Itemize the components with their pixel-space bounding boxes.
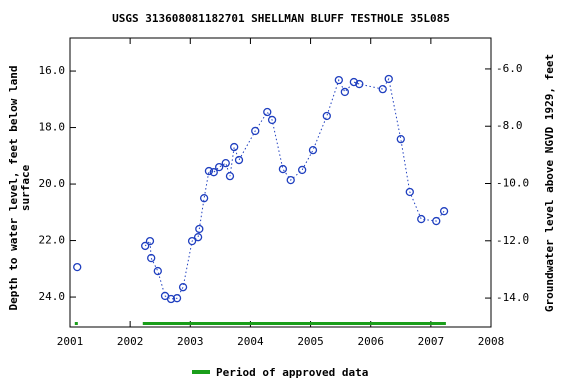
y-tick-label: 20.0 <box>39 177 66 190</box>
data-point <box>308 146 318 155</box>
x-tick-label: 2001 <box>57 335 84 348</box>
chart-title: USGS 313608081182701 SHELLMAN BLUFF TEST… <box>112 12 450 25</box>
x-tick-label: 2008 <box>478 335 505 348</box>
y2-tick-label: -14.0 <box>496 291 529 304</box>
data-point <box>153 266 162 276</box>
x-tick-label: 2002 <box>117 335 144 348</box>
x-tick-label: 2006 <box>357 335 384 348</box>
x-tick-label: 2005 <box>297 335 324 348</box>
data-point <box>396 134 405 144</box>
data-point <box>141 241 150 251</box>
data-point <box>187 236 197 246</box>
data-point <box>439 207 449 216</box>
y2-tick-label: -8.0 <box>496 119 523 132</box>
data-point <box>193 233 203 242</box>
data-point <box>349 77 359 87</box>
legend-label: Period of approved data <box>216 366 368 379</box>
data-point <box>355 79 364 89</box>
data-line <box>144 77 445 300</box>
y2-tick-label: -10.0 <box>496 177 529 190</box>
y2-axis-label: Groundwater level above NGVD 1929, feet <box>543 54 556 312</box>
plot-frame <box>69 37 492 328</box>
data-point <box>251 126 260 136</box>
y-tick-label: 22.0 <box>39 234 66 247</box>
data-point <box>73 262 82 272</box>
data-point <box>221 158 230 168</box>
data-point <box>267 115 277 125</box>
data-point <box>334 75 343 85</box>
data-point <box>178 283 188 292</box>
legend-swatch <box>192 370 210 374</box>
data-point <box>204 166 214 176</box>
approved-period <box>74 322 78 325</box>
data-point <box>209 168 218 177</box>
data-point <box>172 294 182 303</box>
data-point <box>322 111 331 121</box>
data-point <box>278 164 288 174</box>
data-point <box>432 216 441 226</box>
approved-period <box>142 322 446 325</box>
data-point <box>417 214 426 224</box>
data-point <box>230 142 239 152</box>
data-point <box>263 107 272 117</box>
y-tick-label: 24.0 <box>39 290 66 303</box>
data-point <box>298 165 307 175</box>
data-point <box>234 155 244 165</box>
data-point <box>195 224 204 234</box>
y2-tick-label: -6.0 <box>496 62 523 75</box>
data-point <box>405 187 414 197</box>
data-point <box>199 194 209 203</box>
y-axis-label: surface <box>19 164 32 211</box>
y-axis-label: Depth to water level, feet below land <box>7 65 20 310</box>
y2-tick-label: -12.0 <box>496 234 529 247</box>
data-point <box>166 294 176 304</box>
x-tick-label: 2003 <box>177 335 204 348</box>
data-point <box>378 84 387 94</box>
y-tick-label: 16.0 <box>39 64 66 77</box>
x-tick-label: 2004 <box>237 335 264 348</box>
y-tick-label: 18.0 <box>39 121 66 134</box>
data-point <box>340 87 350 97</box>
data-point <box>147 253 156 263</box>
data-point <box>286 175 295 185</box>
data-point <box>215 162 224 172</box>
data-point <box>384 74 393 84</box>
data-point <box>145 236 155 246</box>
x-tick-label: 2007 <box>418 335 445 348</box>
data-point <box>225 171 235 181</box>
